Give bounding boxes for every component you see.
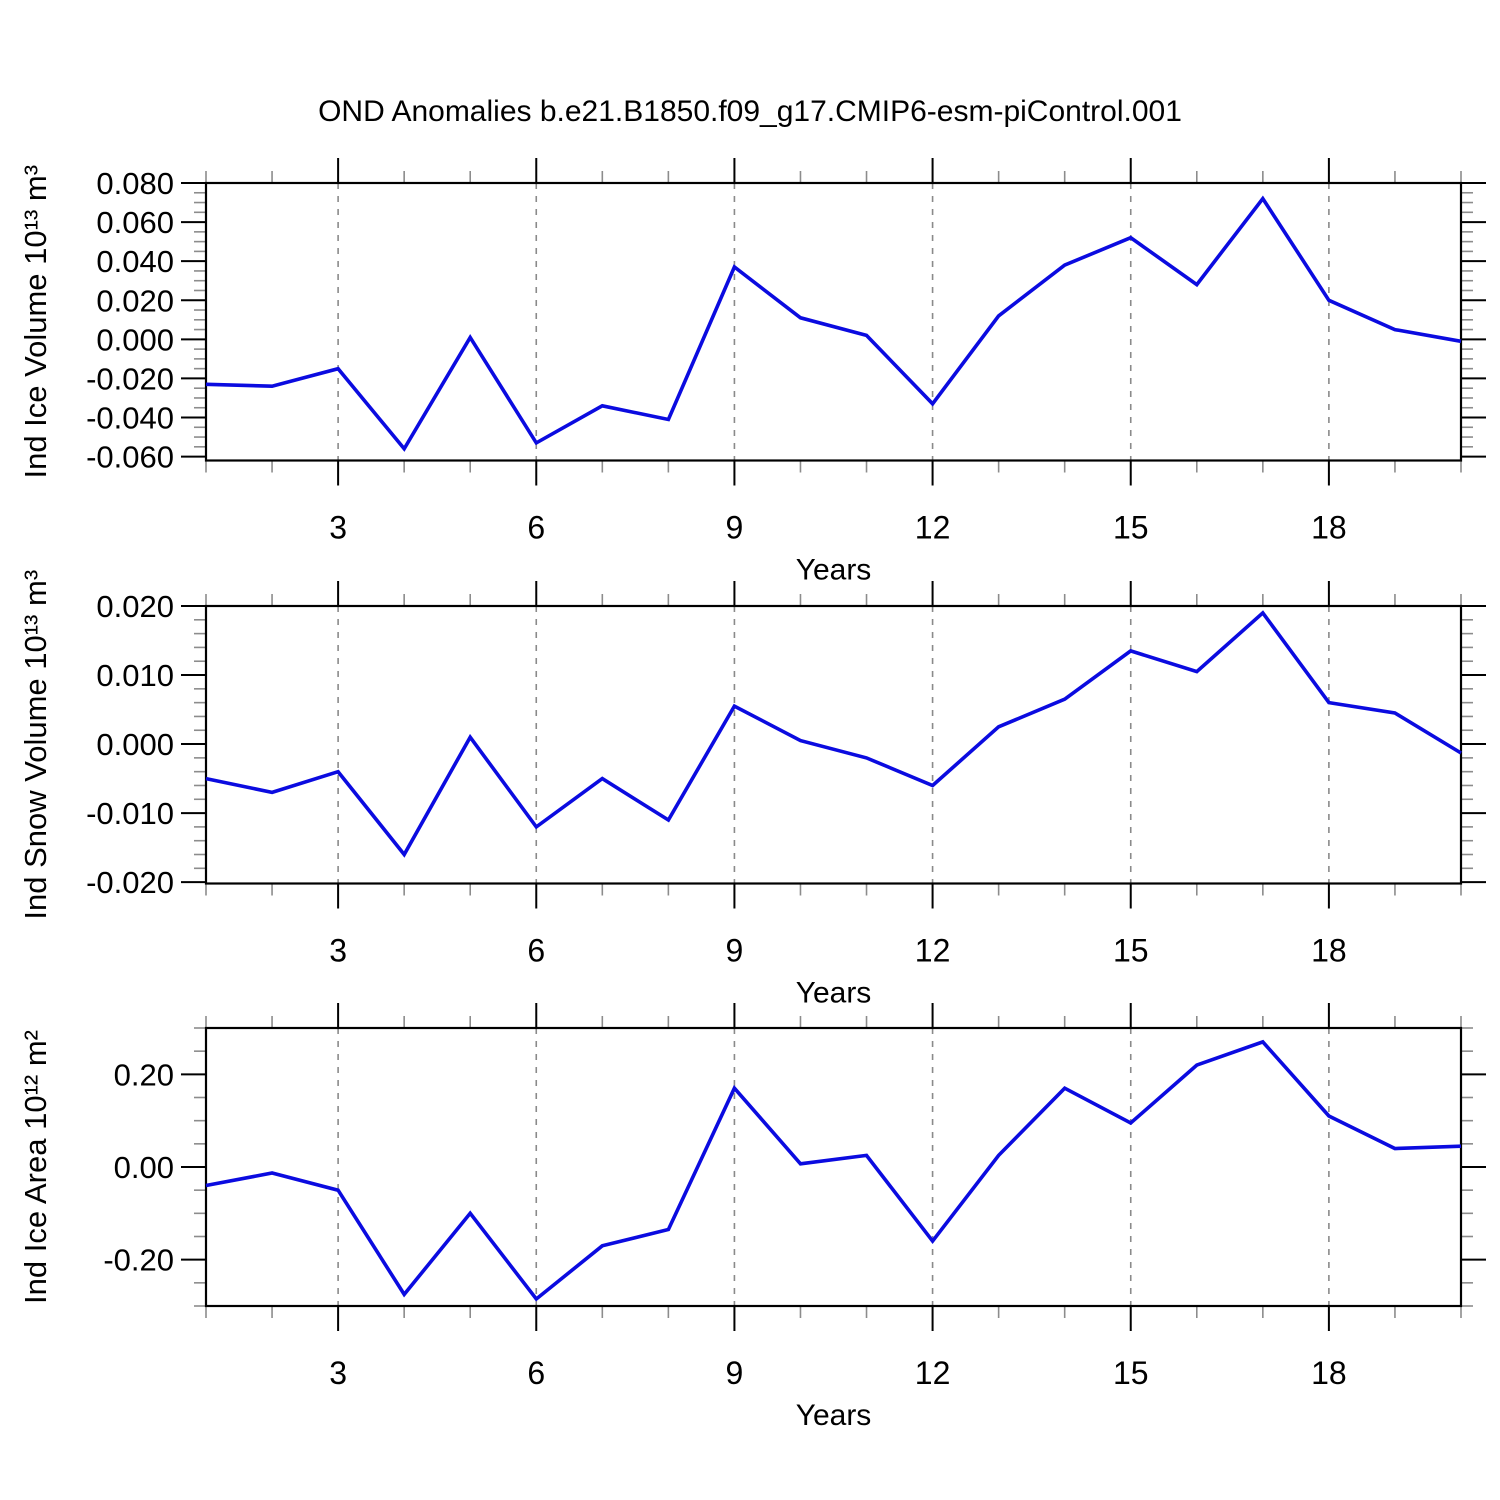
x-tick-label: 9 [726, 510, 744, 546]
panel-ind-ice-volume: 3 6 9 12 15 18 0.080 0.060 0.040 0.020 0.000 -0.020… [18, 158, 1486, 587]
y-tick-label: 0.040 [96, 244, 174, 279]
y-axis-title: Ind Snow Volume 10¹³ m³ [18, 570, 53, 920]
x-tick-label: 15 [1113, 933, 1149, 969]
plot-box [204, 604, 1463, 885]
y-tick-label: 0.060 [96, 205, 174, 240]
x-tick-label: 9 [726, 933, 744, 969]
ind-snow-volume-series-line [205, 610, 1462, 858]
y-tick-label: 0.020 [96, 283, 174, 318]
y-tick-label: -0.020 [86, 865, 174, 900]
x-tick-label: 18 [1311, 933, 1347, 969]
y-tick-label: -0.040 [86, 401, 174, 436]
plot-box [204, 1026, 1463, 1308]
plot-box [204, 181, 1463, 462]
ind-ice-volume-series-line [205, 195, 1462, 452]
x-tick-label: 15 [1113, 1355, 1149, 1391]
x-tick-label: 15 [1113, 510, 1149, 546]
y-tick-label: 0.020 [96, 589, 174, 624]
x-tick-label: 6 [527, 510, 545, 546]
panel-ind-snow-volume: 3 6 9 12 15 18 0.020 0.010 0.000 -0.010 -0.020 Year… [18, 570, 1486, 1010]
x-tick-label: 18 [1311, 510, 1347, 546]
x-tick-label: 3 [329, 933, 347, 969]
x-tick-label: 12 [915, 933, 951, 969]
y-tick-label: 0.080 [96, 166, 174, 201]
y-tick-label: 0.000 [96, 322, 174, 357]
panel-ind-ice-area: 3 6 9 12 15 18 0.20 0.00 -0.20 Years Ind Ice Area … [18, 1003, 1486, 1432]
y-tick-label: -0.010 [86, 796, 174, 831]
y-axis-title: Ind Ice Volume 10¹³ m³ [18, 165, 53, 479]
y-tick-label: 0.20 [114, 1057, 174, 1092]
figure-title: OND Anomalies b.e21.B1850.f09_g17.CMIP6-… [318, 95, 1182, 128]
x-tick-label: 12 [915, 1355, 951, 1391]
y-tick-label: -0.20 [103, 1243, 174, 1278]
x-axis-title: Years [796, 1399, 872, 1432]
y-tick-label: 0.010 [96, 658, 174, 693]
x-tick-label: 18 [1311, 1355, 1347, 1391]
y-tick-label: 0.000 [96, 727, 174, 762]
x-tick-label: 9 [726, 1355, 744, 1391]
x-axis-title: Years [796, 554, 872, 587]
y-tick-label: 0.00 [114, 1150, 174, 1185]
y-tick-label: -0.060 [86, 440, 174, 475]
y-tick-label: -0.020 [86, 361, 174, 396]
x-tick-label: 3 [329, 510, 347, 546]
y-axis-title: Ind Ice Area 10¹² m² [18, 1030, 53, 1304]
x-tick-label: 3 [329, 1355, 347, 1391]
x-axis-title: Years [796, 977, 872, 1010]
x-tick-label: 6 [527, 933, 545, 969]
x-tick-label: 6 [527, 1355, 545, 1391]
ind-ice-area-series-line [205, 1039, 1462, 1302]
x-tick-label: 12 [915, 510, 951, 546]
